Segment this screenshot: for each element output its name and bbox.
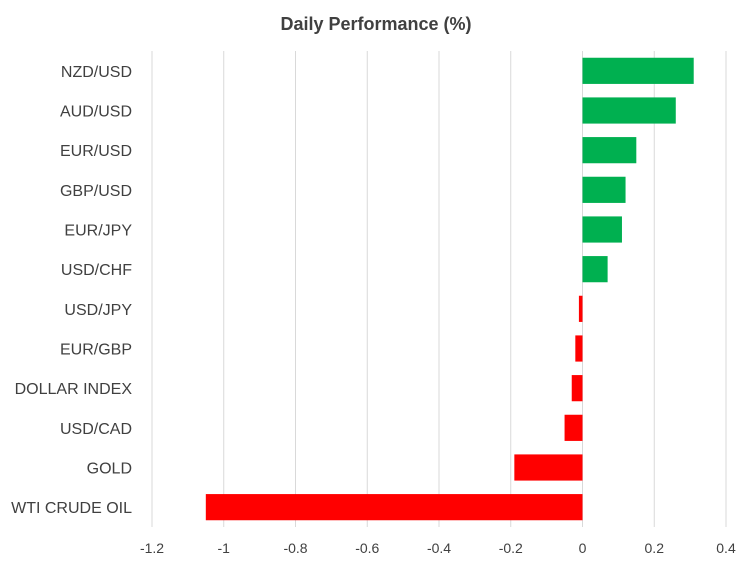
chart-title: Daily Performance (%) bbox=[280, 14, 471, 34]
category-label: GBP/USD bbox=[60, 183, 132, 200]
bar-gold bbox=[514, 454, 583, 481]
x-tick-label: -0.6 bbox=[355, 540, 379, 556]
bars bbox=[205, 57, 694, 521]
category-label: EUR/USD bbox=[60, 143, 132, 160]
x-tick-label: -0.4 bbox=[427, 540, 451, 556]
x-tick-label: -0.2 bbox=[499, 540, 523, 556]
category-label: EUR/GBP bbox=[60, 342, 132, 359]
x-tick-label: 0.2 bbox=[645, 540, 665, 556]
bar-eur-gbp bbox=[575, 335, 583, 362]
category-label: AUD/USD bbox=[60, 104, 132, 121]
category-label: WTI CRUDE OIL bbox=[11, 500, 132, 517]
category-labels: NZD/USD AUD/USD EUR/USD GBP/USD EUR/JPY USD/C… bbox=[11, 64, 132, 517]
x-tick-label: 0.4 bbox=[716, 540, 736, 556]
category-label: DOLLAR INDEX bbox=[15, 381, 133, 398]
bar-nzd-usd bbox=[582, 57, 694, 84]
x-tick-label: -1 bbox=[218, 540, 231, 556]
x-tick-label: 0 bbox=[579, 540, 587, 556]
category-label: NZD/USD bbox=[61, 64, 132, 81]
bar-aud-usd bbox=[582, 97, 676, 124]
bar-gbp-usd bbox=[582, 176, 626, 203]
bar-dollar-index bbox=[571, 375, 583, 402]
bar-usd-chf bbox=[582, 256, 608, 283]
bar-wti-crude-oil bbox=[205, 494, 583, 521]
bar-eur-usd bbox=[582, 137, 637, 164]
bar-usd-cad bbox=[564, 414, 583, 441]
gridlines bbox=[151, 51, 727, 527]
bar-eur-jpy bbox=[582, 216, 622, 243]
category-label: GOLD bbox=[87, 461, 132, 478]
category-label: EUR/JPY bbox=[64, 223, 132, 240]
bar-usd-jpy bbox=[578, 295, 583, 322]
category-label: USD/CHF bbox=[61, 262, 132, 279]
x-axis-tick-labels: -1.2 -1 -0.8 -0.6 -0.4 -0.2 0 0.2 0.4 bbox=[140, 540, 736, 556]
x-tick-label: -1.2 bbox=[140, 540, 164, 556]
x-tick-label: -0.8 bbox=[283, 540, 307, 556]
category-label: USD/CAD bbox=[60, 421, 132, 438]
category-label: USD/JPY bbox=[64, 302, 132, 319]
